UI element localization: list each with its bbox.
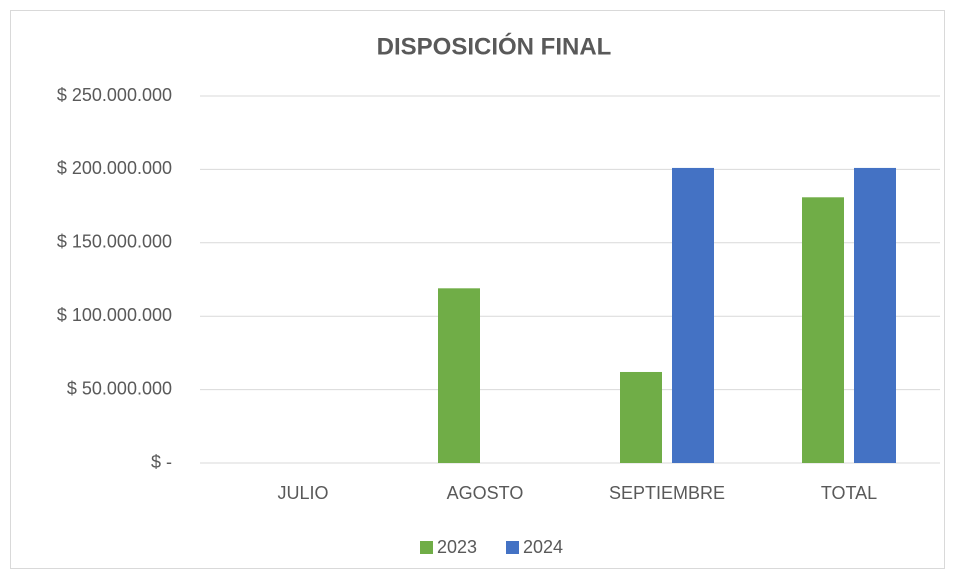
x-tick-label: SEPTIEMBRE [609,483,725,503]
y-tick-label: $ 100.000.000 [57,305,172,325]
bar [620,371,662,463]
x-tick-label: AGOSTO [447,483,524,503]
legend-label: 2023 [437,537,477,557]
legend-swatch [420,541,433,554]
bar [854,167,896,463]
legend-swatch [506,541,519,554]
x-tick-label: TOTAL [821,483,877,503]
y-tick-label: $ 250.000.000 [57,85,172,105]
y-tick-label: $ 150.000.000 [57,232,172,252]
y-tick-label: $ 200.000.000 [57,158,172,178]
bar [438,288,480,463]
legend-label: 2024 [523,537,563,557]
y-tick-label: $ - [151,452,172,472]
bar [802,197,844,464]
x-tick-label: JULIO [277,483,328,503]
y-tick-label: $ 50.000.000 [67,378,172,398]
chart-title: DISPOSICIÓN FINAL [377,32,612,60]
bar [672,167,714,463]
